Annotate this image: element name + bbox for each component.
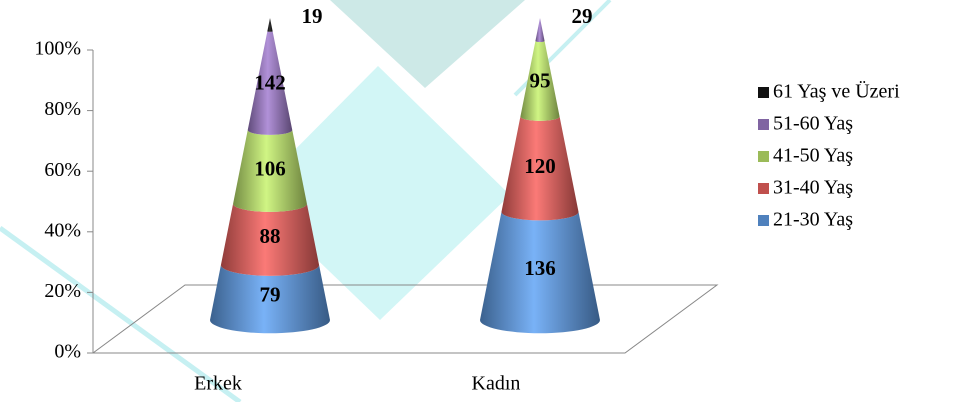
cone-segment <box>501 116 579 221</box>
cone-segment <box>210 265 331 334</box>
data-label: 142 <box>254 70 286 94</box>
y-tick-label: 0% <box>54 341 81 363</box>
x-tick-label: Erkek <box>194 373 242 395</box>
x-tick-label: Kadın <box>472 373 521 395</box>
cone-segment <box>247 31 293 135</box>
y-tick-label: 20% <box>44 280 81 302</box>
legend-swatch <box>758 183 769 194</box>
cone-segment <box>267 18 273 32</box>
floor <box>91 50 719 354</box>
data-label: 29 <box>572 4 593 28</box>
y-tick-label: 80% <box>44 98 81 120</box>
legend-label: 21-30 Yaş <box>773 209 853 231</box>
legend-swatch <box>758 215 769 226</box>
cone-segment <box>220 203 320 276</box>
legend-label: 61 Yaş ve Üzeri <box>773 80 900 103</box>
cone-segment <box>233 130 307 212</box>
floor-plane <box>91 284 719 354</box>
cone-segment <box>480 211 600 334</box>
legend-swatch <box>758 151 769 162</box>
data-label: 136 <box>524 256 556 280</box>
data-label: 95 <box>530 69 551 93</box>
data-label: 106 <box>254 157 286 181</box>
data-label: 120 <box>524 154 556 178</box>
legend-label: 31-40 Yaş <box>773 177 853 199</box>
cone-segment <box>535 18 545 43</box>
legend-label: 51-60 Yaş <box>773 113 853 135</box>
cone-segment <box>520 41 560 121</box>
decor-line <box>0 225 242 402</box>
data-label: 79 <box>260 282 281 306</box>
data-label: 19 <box>302 4 323 28</box>
y-tick-label: 60% <box>44 159 81 181</box>
legend-label: 41-50 Yaş <box>773 145 853 167</box>
decor-triangle <box>330 0 525 88</box>
legend-swatch <box>758 87 769 98</box>
data-label: 88 <box>260 224 281 248</box>
y-tick-label: 100% <box>34 38 81 60</box>
y-tick-label: 40% <box>44 219 81 241</box>
legend-swatch <box>758 119 769 130</box>
